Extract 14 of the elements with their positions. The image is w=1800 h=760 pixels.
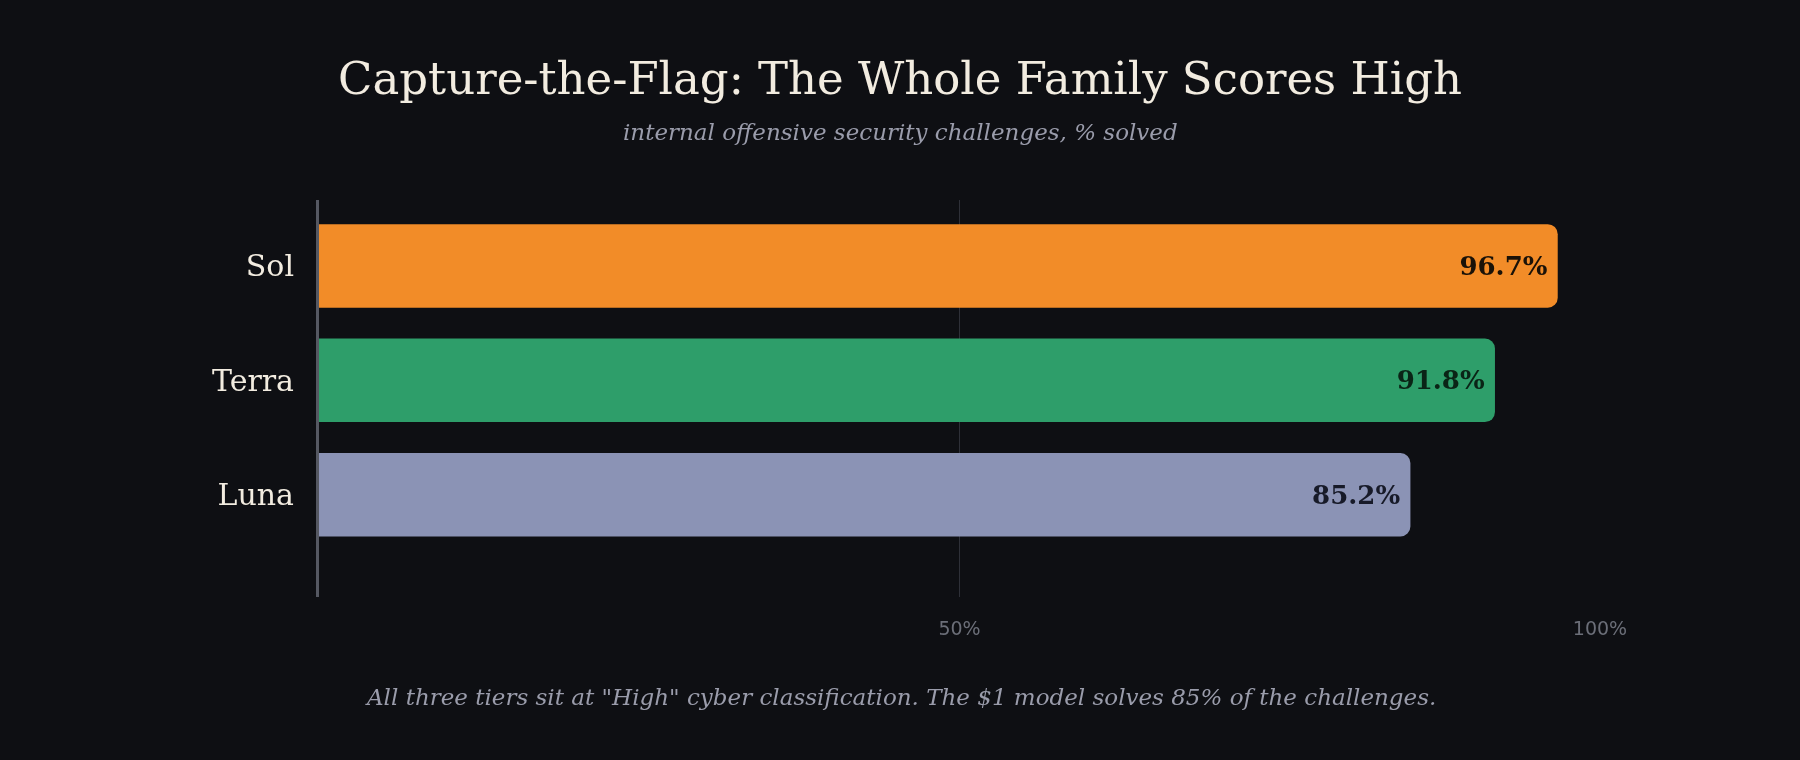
data-label: 96.7% xyxy=(1459,250,1548,281)
bar xyxy=(319,338,1495,423)
x-tick-label: 100% xyxy=(1572,617,1628,639)
text: All three tiers sit at "High" cyber classification. The $1 model solves 85% of the challenges. xyxy=(365,684,1437,710)
y-tick-label: Terra xyxy=(211,362,295,398)
y-tick-label: Luna xyxy=(217,477,295,513)
x-tick-label: 50% xyxy=(938,617,981,639)
chart-subtitle: internal offensive security challenges, % solved xyxy=(623,119,1178,145)
chart-title: Capture-the-Flag: The Whole Family Scores High xyxy=(338,52,1462,105)
bar xyxy=(319,224,1558,308)
y-tick-label: Sol xyxy=(245,248,294,284)
data-label: 91.8% xyxy=(1396,365,1485,396)
data-label: 85.2% xyxy=(1312,479,1401,510)
bar xyxy=(319,452,1411,537)
